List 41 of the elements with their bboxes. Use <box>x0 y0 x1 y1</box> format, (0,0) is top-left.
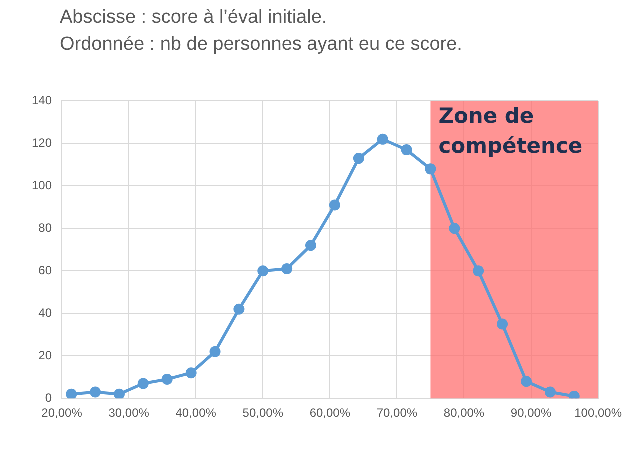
x-tick-label: 50,00% <box>242 406 284 420</box>
point <box>353 153 364 164</box>
y-tick-label: 120 <box>32 136 52 150</box>
chart-subtitle: Ordonnée : nb de personnes ayant eu ce score. <box>60 33 462 57</box>
x-tick-label: 40,00% <box>176 406 217 420</box>
point <box>114 388 125 399</box>
point <box>497 318 508 330</box>
point <box>449 223 460 234</box>
point <box>234 304 245 315</box>
y-tick-label: 0 <box>45 390 52 405</box>
y-tick-label: 40 <box>38 306 52 320</box>
x-tick-label: 80,00% <box>444 406 485 420</box>
x-tick-label: 30,00% <box>108 406 150 420</box>
point <box>544 386 556 398</box>
x-tick-label: 100,00% <box>574 406 622 420</box>
chart-title: Abscisse : score à l’éval initiale. <box>60 6 328 30</box>
x-tick-label: 60,00% <box>310 406 351 420</box>
band-label: Zone de compétence <box>438 104 583 158</box>
y-tick-label: 140 <box>32 94 52 108</box>
y-tick-label: 60 <box>38 263 52 278</box>
y-tick-label: 80 <box>38 220 52 235</box>
point <box>90 386 102 398</box>
point <box>162 374 173 385</box>
point <box>521 376 532 388</box>
y-tick-label: 100 <box>32 178 52 192</box>
x-tick-label: 90,00% <box>510 406 552 420</box>
point <box>258 266 269 277</box>
point <box>425 164 436 175</box>
point <box>186 368 197 379</box>
point <box>329 200 340 211</box>
point <box>305 240 316 252</box>
point <box>66 388 78 399</box>
point <box>473 266 484 277</box>
point <box>210 346 221 358</box>
y-tick-label: 20 <box>38 348 52 362</box>
point <box>377 134 388 145</box>
x-tick-label: 70,00% <box>376 406 418 420</box>
point <box>401 144 412 156</box>
point <box>138 378 149 390</box>
point <box>282 264 293 275</box>
x-tick-label: 20,00% <box>42 406 83 420</box>
